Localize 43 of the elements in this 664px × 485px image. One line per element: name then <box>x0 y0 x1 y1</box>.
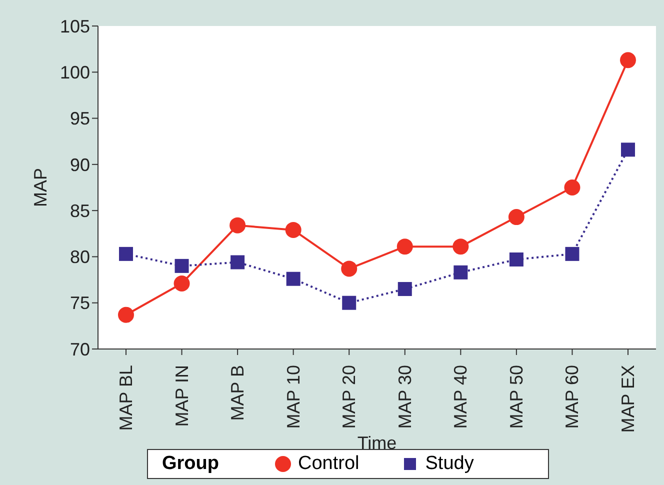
point <box>509 252 524 266</box>
point <box>118 306 134 323</box>
y-axis-title: MAP <box>30 168 50 208</box>
point <box>341 260 358 277</box>
x-tick-label: MAP 60 <box>562 365 582 429</box>
point <box>564 180 580 196</box>
point <box>285 222 302 238</box>
y-tick-label: 100 <box>60 62 90 83</box>
y-tick-label: 70 <box>70 339 90 360</box>
y-tick-label: 75 <box>70 293 90 314</box>
point <box>398 282 412 296</box>
y-tick-label: 80 <box>70 247 90 268</box>
x-tick-label: MAP BL <box>116 365 136 431</box>
legend-title: Group <box>162 453 220 475</box>
legend-label: Control <box>298 453 360 475</box>
x-tick-label: MAP EX <box>618 365 638 433</box>
x-tick-label: MAP 20 <box>339 365 360 429</box>
point <box>174 275 190 292</box>
point <box>286 272 300 286</box>
point <box>230 217 246 234</box>
x-axis-title: Time <box>357 433 397 453</box>
point <box>452 238 469 255</box>
x-tick-label: MAP 40 <box>450 365 471 429</box>
point <box>396 238 413 255</box>
legend-label: Study <box>425 453 474 475</box>
x-tick-label: MAP 10 <box>283 365 304 429</box>
x-tick-label: MAP B <box>228 365 248 421</box>
y-tick-label: 105 <box>60 16 90 36</box>
point <box>508 209 524 226</box>
y-tick-label: 95 <box>70 108 90 129</box>
x-tick-label: MAP 30 <box>394 365 415 429</box>
point <box>620 52 636 68</box>
y-tick-label: 90 <box>70 154 90 175</box>
point <box>230 255 245 270</box>
point <box>119 246 133 261</box>
y-tick-label: 85 <box>70 200 90 221</box>
point <box>342 296 356 310</box>
point <box>174 258 189 273</box>
point <box>565 246 580 261</box>
point <box>621 142 635 157</box>
x-tick-label: MAP 50 <box>506 365 526 429</box>
point <box>454 265 468 280</box>
x-tick-label: MAP IN <box>172 365 192 427</box>
